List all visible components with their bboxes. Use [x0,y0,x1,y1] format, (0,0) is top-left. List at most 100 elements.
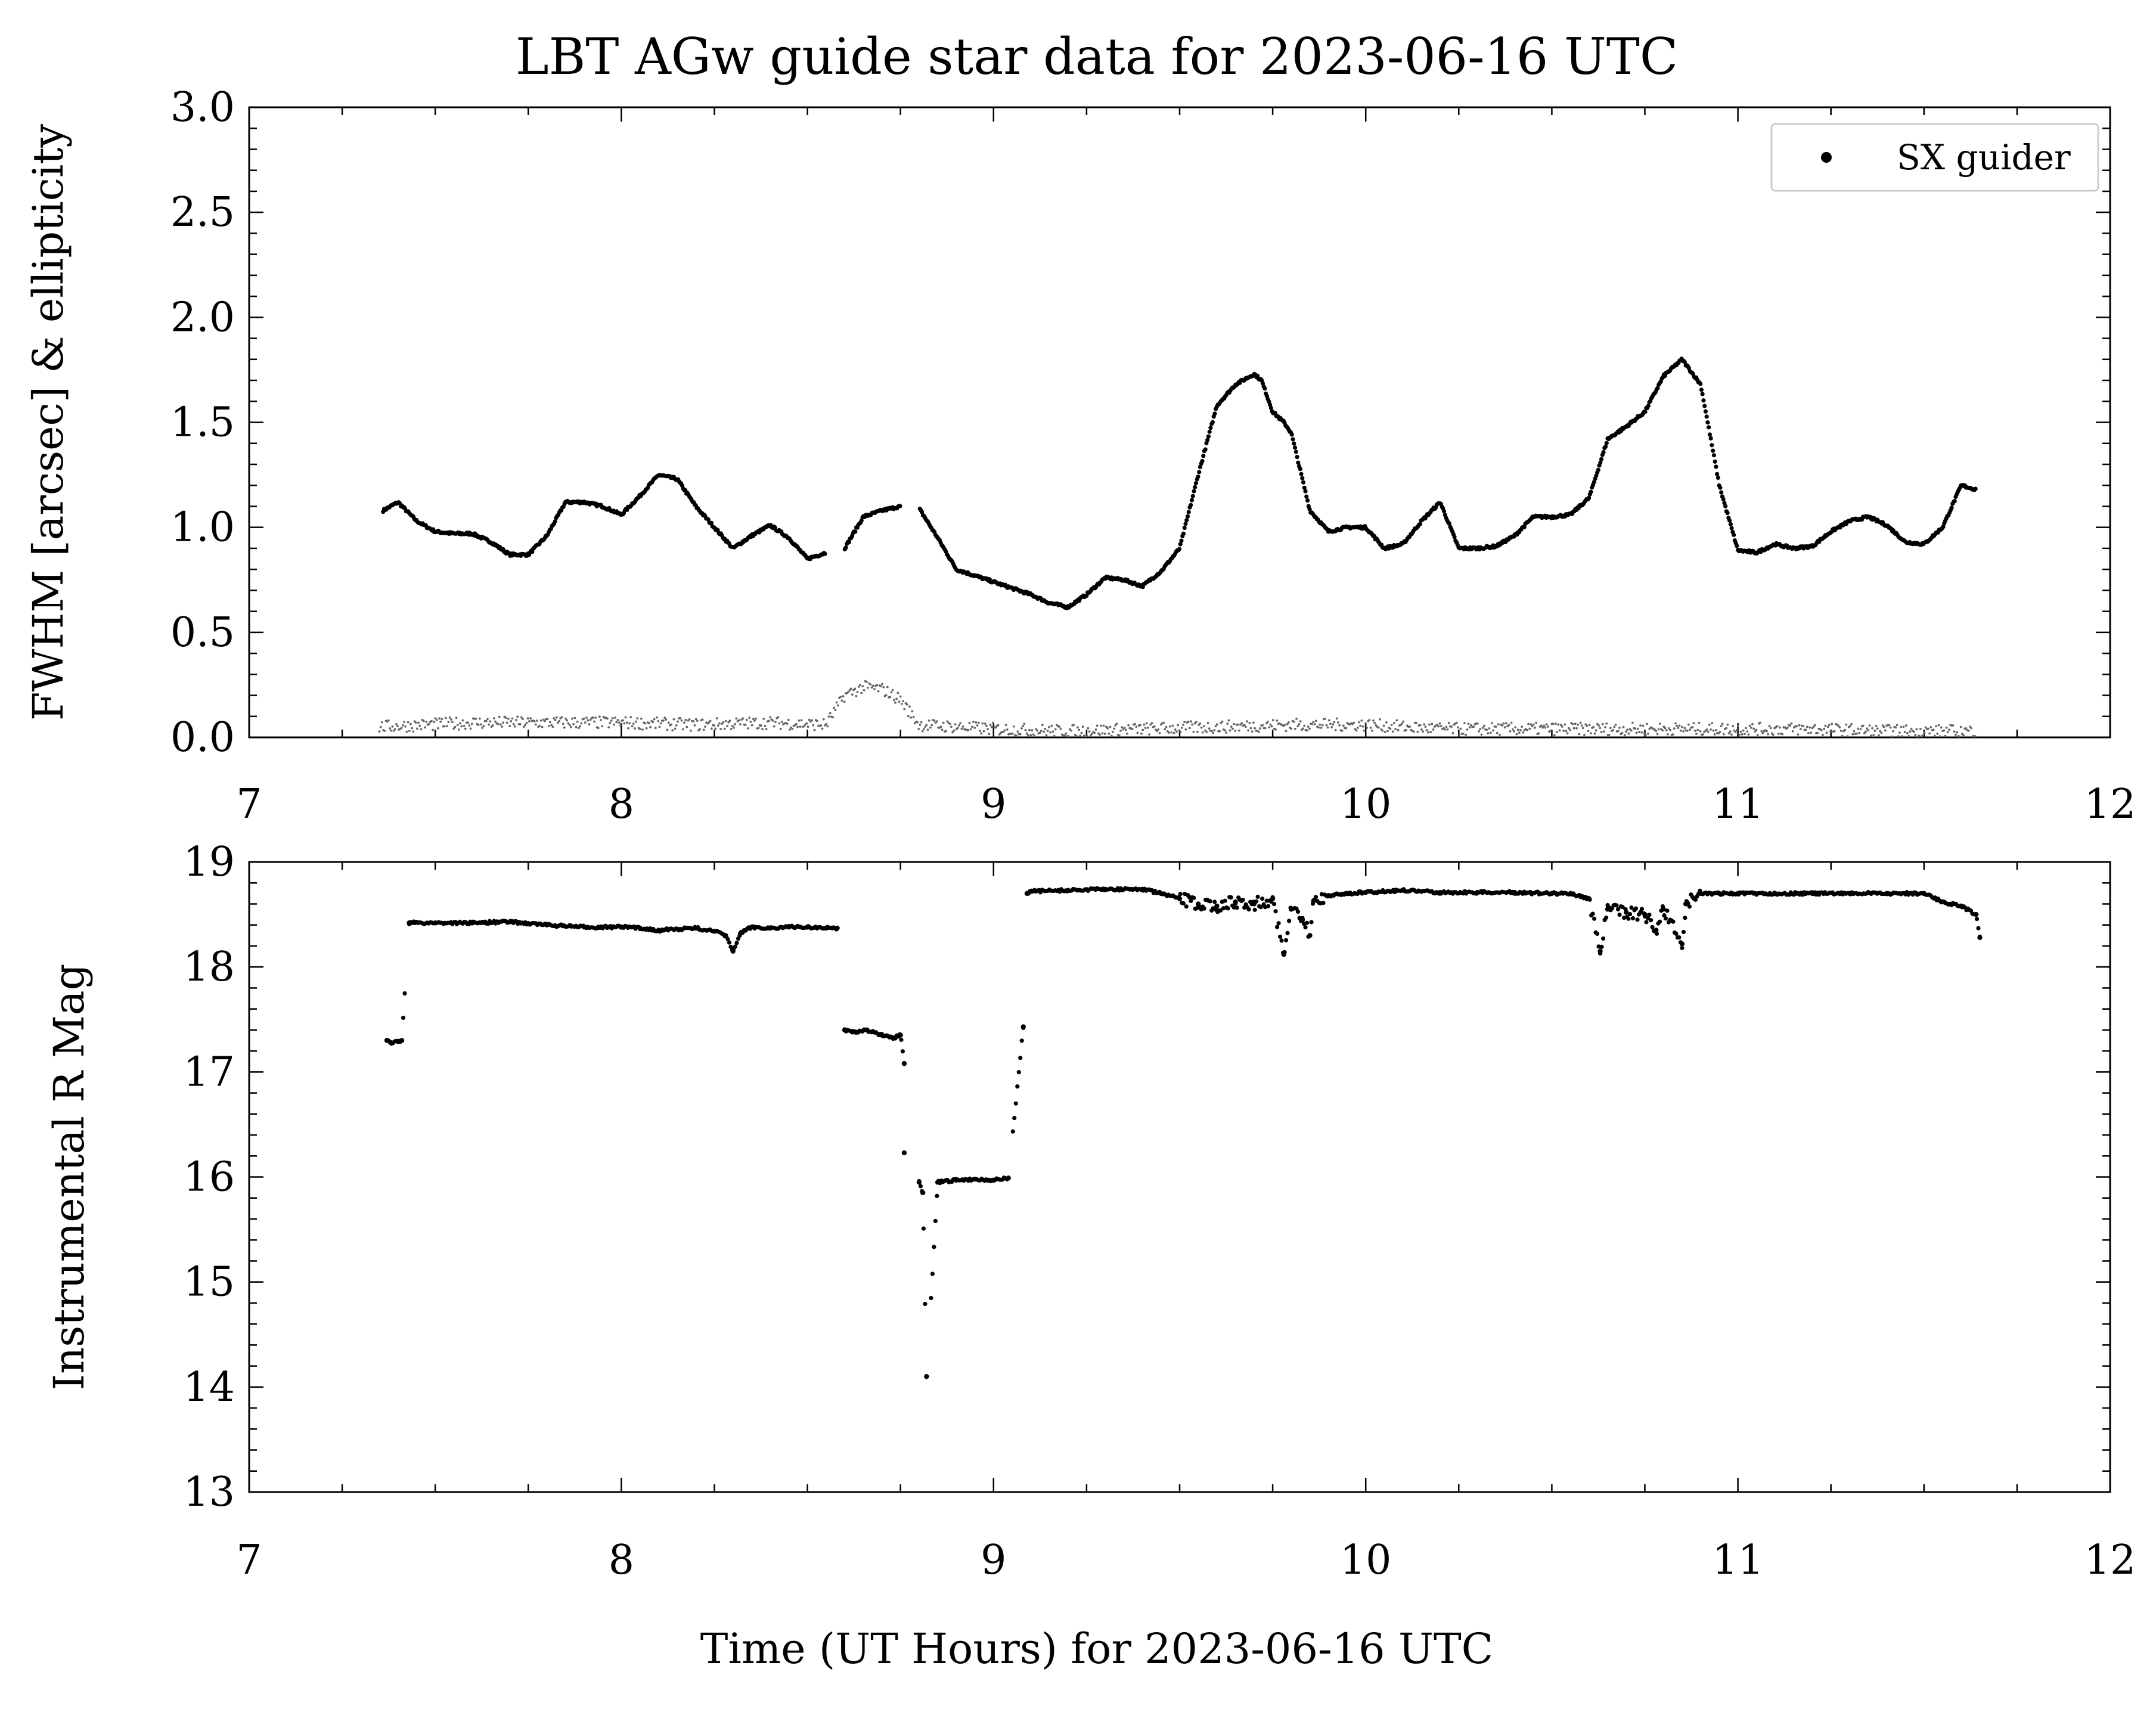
ellipticity-point [1865,730,1867,733]
magnitude-point [1214,903,1220,909]
ellipticity-point [1516,728,1519,731]
ellipticity-point [948,722,951,725]
magnitude-point [917,1178,922,1184]
ellipticity-point [1423,723,1426,726]
ellipticity-point [789,728,791,731]
ellipticity-point [1910,727,1913,730]
ellipticity-point [822,718,825,721]
ellipticity-point [1880,731,1883,734]
ellipticity-point [1201,731,1204,734]
ellipticity-point [677,720,679,723]
ellipticity-point [391,725,394,728]
magnitude-point [1184,904,1189,909]
ellipticity-point [953,729,956,732]
ellipticity-point [454,725,457,728]
ellipticity-point [907,715,910,718]
ellipticity-point [1561,725,1564,728]
ellipticity-point [954,723,957,726]
fwhm-point [1193,485,1198,489]
ellipticity-point [1679,729,1682,732]
ellipticity-point [685,725,688,728]
fwhm-point [1716,475,1720,480]
magnitude-point [1597,951,1603,956]
ellipticity-point [569,725,572,728]
ellipticity-point [1033,735,1036,737]
ellipticity-point [921,730,924,733]
ellipticity-point [675,724,678,727]
ellipticity-point [908,705,911,708]
ellipticity-point [1143,723,1146,726]
ellipticity-point [1507,724,1510,727]
ellipticity-point [1227,719,1230,722]
ellipticity-point [930,724,933,727]
fwhm-point [1598,460,1603,465]
ellipticity-point [1609,727,1612,730]
ellipticity-point [585,717,588,719]
ellipticity-point [1513,730,1515,733]
ellipticity-point [1487,732,1490,735]
fwhm-point [1304,494,1309,499]
fwhm-point [1289,432,1294,437]
ellipticity-point [551,725,554,728]
ellipticity-point [889,696,892,699]
ellipticity-point [721,722,724,725]
ellipticity-point [1735,729,1738,731]
ellipticity-point [550,724,553,727]
ellipticity-point [1637,731,1640,734]
ellipticity-point [1251,730,1254,733]
ellipticity-point [1499,733,1501,736]
fwhm-point [1293,449,1298,454]
ellipticity-point [649,725,652,728]
ellipticity-point [1211,730,1213,733]
ellipticity-point [1067,735,1070,738]
ellipticity-point [1752,727,1755,730]
ellipticity-point [494,720,497,723]
ellipticity-point [1020,727,1023,730]
ellipticity-point [747,727,749,730]
ellipticity-point [1053,734,1056,737]
ellipticity-point [1422,730,1424,733]
ellipticity-point [1888,724,1891,727]
ellipticity-point [1206,721,1209,724]
ellipticity-point [1671,733,1674,736]
ellipticity-point [1225,731,1227,734]
ellipticity-point [544,719,546,722]
fwhm-point [1713,459,1717,464]
ellipticity-point [548,721,551,724]
x-tick-label: 12 [2084,781,2136,828]
ellipticity-point [821,727,824,730]
magnitude-point [1303,925,1308,930]
ellipticity-point [1674,722,1677,725]
ellipticity-point [967,729,970,731]
ellipticity-point [1863,731,1866,734]
ellipticity-point [1929,725,1932,728]
x-tick-label: 11 [1712,1537,1764,1584]
ellipticity-point [1790,722,1793,725]
ellipticity-point [1115,722,1118,725]
ellipticity-point [1233,722,1236,725]
ellipticity-point [1858,731,1861,734]
ellipticity-point [389,727,391,730]
fwhm-point [1710,443,1714,448]
magnitude-point [1623,907,1628,911]
ellipticity-point [1810,731,1813,734]
ellipticity-point [1015,734,1018,737]
ellipticity-point [1509,730,1512,733]
ellipticity-point [916,721,919,724]
ellipticity-point [997,724,1000,727]
magnitude-point [1309,920,1314,925]
ellipticity-point [1254,727,1257,730]
ellipticity-point [1065,732,1068,735]
fwhm-point [898,504,902,508]
ellipticity-point [1236,723,1239,726]
ellipticity-point [1230,725,1233,728]
ellipticity-point [1329,722,1332,725]
fwhm-point [1601,450,1606,455]
ellipticity-point [522,718,524,720]
ellipticity-point [467,721,470,724]
ellipticity-point [1727,732,1730,735]
ellipticity-point [913,722,916,725]
ellipticity-point [903,708,906,711]
ellipticity-point [1319,723,1321,726]
ellipticity-point [857,686,860,688]
